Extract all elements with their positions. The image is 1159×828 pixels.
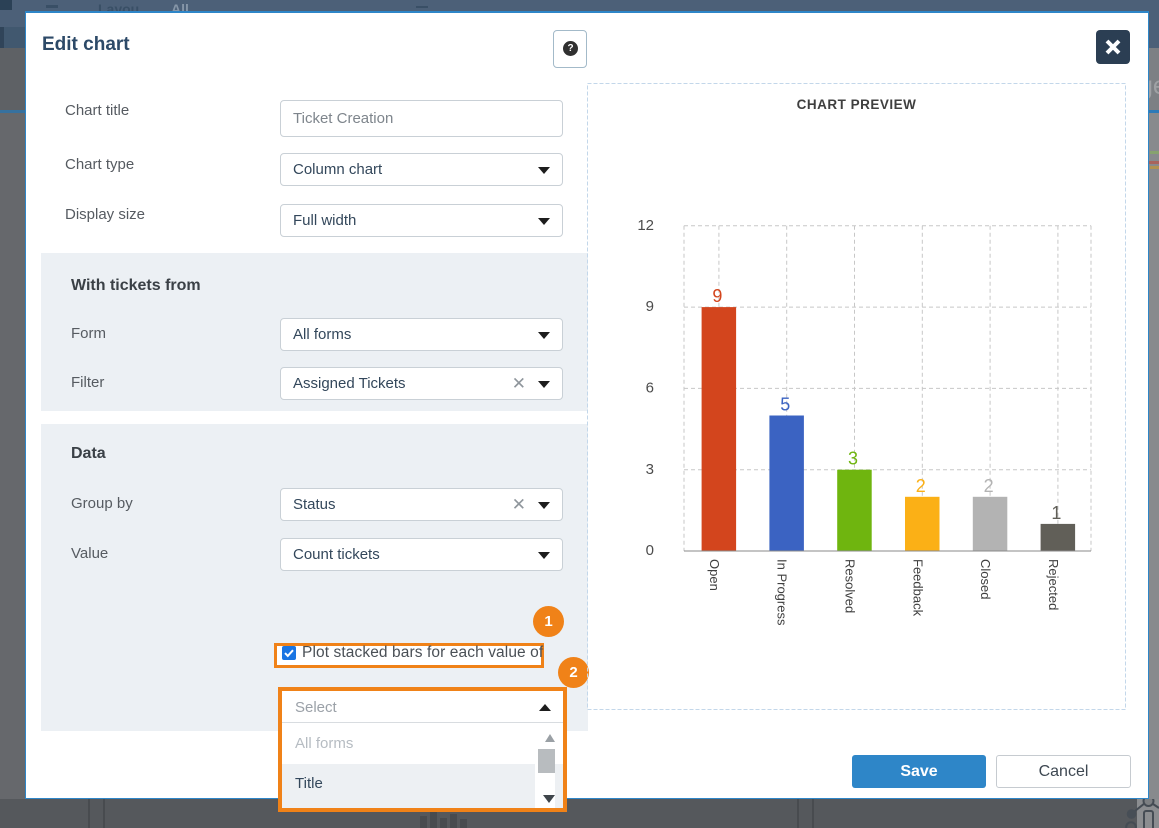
- svg-text:2: 2: [916, 476, 926, 496]
- svg-text:Open: Open: [707, 559, 722, 591]
- svg-text:Feedback: Feedback: [910, 559, 925, 617]
- svg-text:9: 9: [646, 298, 654, 315]
- svg-text:2: 2: [984, 476, 994, 496]
- svg-text:0: 0: [646, 542, 654, 559]
- svg-text:Rejected: Rejected: [1046, 559, 1061, 610]
- svg-text:3: 3: [646, 461, 654, 478]
- svg-text:1: 1: [1051, 503, 1061, 523]
- svg-text:12: 12: [637, 217, 654, 234]
- svg-text:6: 6: [646, 380, 654, 397]
- svg-text:Resolved: Resolved: [843, 559, 858, 613]
- svg-text:5: 5: [780, 395, 790, 415]
- svg-text:In Progress: In Progress: [775, 559, 790, 626]
- svg-text:CHART PREVIEW: CHART PREVIEW: [797, 97, 917, 112]
- svg-text:3: 3: [848, 449, 858, 469]
- svg-text:9: 9: [712, 286, 722, 306]
- svg-text:Closed: Closed: [978, 559, 993, 599]
